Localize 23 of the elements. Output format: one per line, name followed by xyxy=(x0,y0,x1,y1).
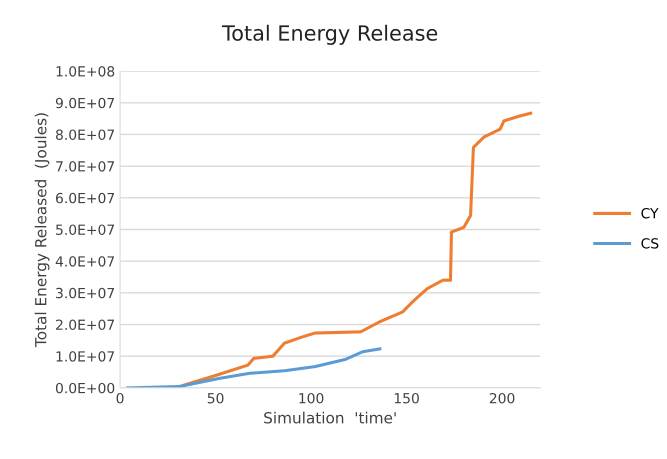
y-tick-label: 8.0E+07 xyxy=(56,129,114,140)
y-tick-label: 0.0E+00 xyxy=(56,382,114,394)
y-tick-label: 2.0E+07 xyxy=(56,319,114,330)
y-tick-label: 9.0E+07 xyxy=(56,98,114,108)
line-series xyxy=(178,112,532,388)
x-tick-label: 150 xyxy=(394,392,419,404)
x-tick-label: 100 xyxy=(299,392,324,404)
y-tick-label: 5.0E+07 xyxy=(56,224,114,235)
x-tick-label: 0 xyxy=(116,392,124,404)
x-tick-label: 50 xyxy=(208,392,224,404)
chart-title: Total Energy Release xyxy=(222,24,438,45)
y-tick-label: 1.0E+07 xyxy=(56,351,114,362)
y-tick-label: 3.0E+07 xyxy=(56,288,114,298)
line-series xyxy=(126,347,382,388)
legend-label: CY xyxy=(641,208,659,218)
y-tick-label: 1.0E+08 xyxy=(56,66,114,77)
y-tick-label: 6.0E+07 xyxy=(56,192,114,204)
x-tick-label: 200 xyxy=(490,392,514,404)
x-axis-title: Simulation 'time' xyxy=(264,412,396,424)
legend-label: CS xyxy=(641,238,658,249)
y-axis-title: Total Energy Released (Joules) xyxy=(34,113,50,348)
y-tick-label: 7.0E+07 xyxy=(56,161,114,172)
y-tick-label: 4.0E+07 xyxy=(56,256,114,267)
